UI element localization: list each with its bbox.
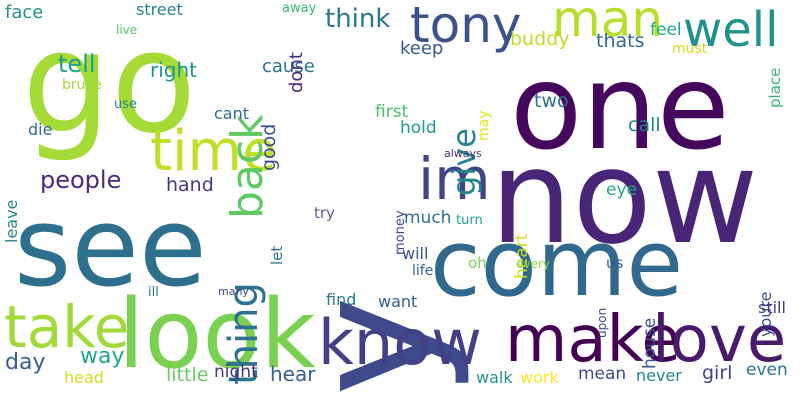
word-ill: ill [148, 285, 159, 300]
word-many: many [218, 285, 249, 298]
word-much: much [404, 208, 452, 228]
word-must: must [672, 41, 708, 57]
word-call: call [628, 114, 661, 136]
word-try: try [314, 204, 335, 222]
word-every: every [516, 257, 550, 271]
word-hear: hear [270, 362, 316, 386]
word-oh: oh [468, 254, 487, 272]
word-man: man [552, 0, 664, 48]
word-hold: hold [400, 118, 437, 138]
word-turn: turn [456, 213, 483, 228]
word-die: die [28, 120, 53, 139]
word-two: two [534, 90, 569, 112]
word-good: good [258, 123, 280, 171]
word-buddy: buddy [510, 28, 570, 50]
word-mean: mean [578, 364, 627, 384]
word-girl: girl [702, 362, 733, 384]
word-think: think [325, 4, 391, 34]
word-come: come [430, 210, 684, 317]
word-away: away [282, 1, 317, 16]
word-hand: hand [166, 174, 214, 196]
word-face: face [5, 2, 44, 23]
word-day: day [5, 350, 46, 375]
word-well: well [683, 2, 779, 58]
word-want: want [378, 292, 418, 311]
word-upon: upon [595, 307, 609, 338]
word-house: house [640, 317, 660, 369]
word-little: little [166, 364, 209, 386]
word-go: go [22, 2, 197, 165]
word-thats: thats [596, 30, 645, 52]
word-right: right [150, 58, 197, 82]
word-will: will [402, 244, 429, 263]
word-now: now [490, 121, 759, 273]
word-walk: walk [476, 368, 513, 387]
word-always: always [444, 147, 482, 160]
word-feel: feel [650, 20, 682, 40]
word-find: find [326, 290, 357, 309]
word-know: know [318, 306, 482, 379]
word-way: way [80, 344, 125, 369]
word-one: one [510, 38, 730, 176]
word-cause: cause [262, 56, 315, 77]
word-leave: leave [2, 199, 21, 243]
word-street: street [136, 0, 183, 19]
word-still: still [758, 298, 786, 317]
word-use: use [114, 97, 138, 112]
word-us: us [606, 254, 624, 272]
word-let: let [268, 245, 286, 265]
word-life: life [412, 263, 434, 279]
word-look: look [118, 280, 316, 390]
word-love: love [652, 303, 787, 377]
word-work: work [520, 368, 559, 387]
word-people: people [40, 166, 122, 194]
word-eye: eye [606, 180, 637, 200]
word-take: take [4, 293, 130, 361]
word-cant: cant [214, 104, 250, 123]
word-may: may [476, 110, 492, 141]
word-tell: tell [58, 50, 96, 78]
word-keep: keep [400, 38, 444, 59]
word-never: never [636, 366, 682, 385]
word-first: first [375, 102, 409, 122]
word-bruce: bruce [62, 77, 102, 93]
word-even: even [746, 360, 788, 380]
word-make: make [505, 303, 681, 377]
word-dont: dont [286, 52, 307, 93]
word-place: place [766, 67, 784, 108]
word-see: see [14, 183, 207, 311]
word-night: night [214, 362, 258, 382]
word-tony: tony [410, 0, 522, 54]
word-head: head [64, 368, 104, 387]
word-live: live [116, 23, 138, 37]
word-time: time [150, 119, 277, 184]
word-im: im [418, 145, 491, 213]
